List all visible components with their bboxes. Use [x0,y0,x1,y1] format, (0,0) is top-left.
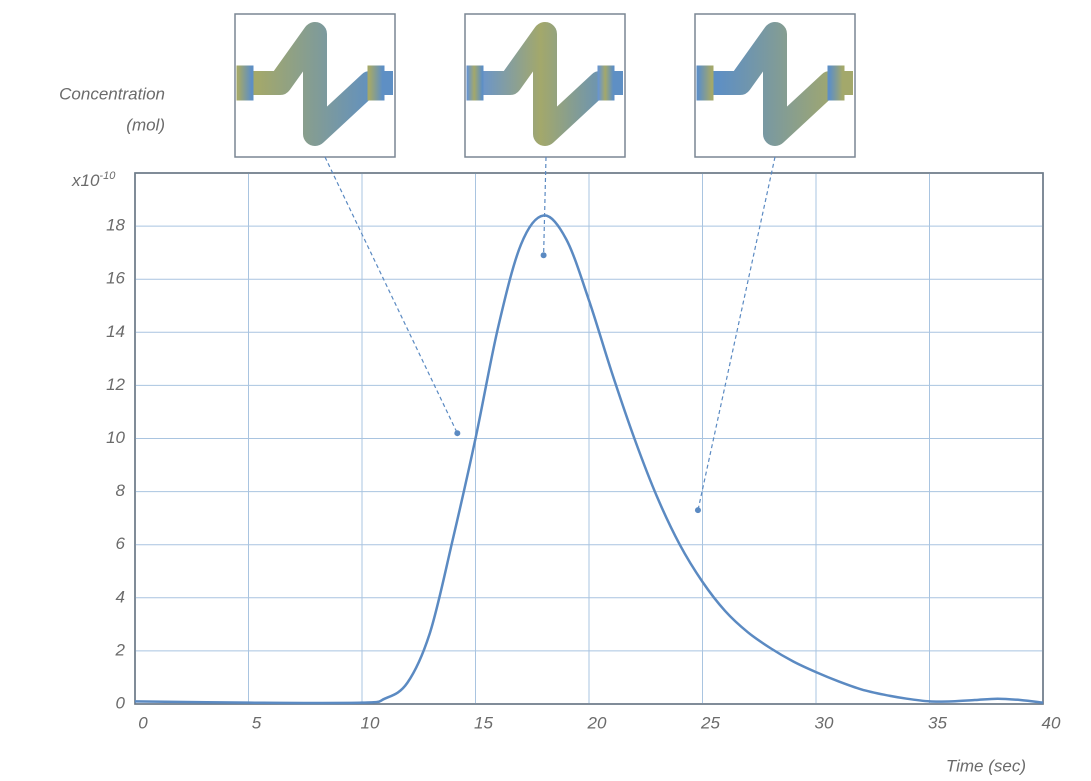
x-tick-label: 40 [1042,713,1061,732]
x-tick-label: 25 [700,713,720,732]
icon-box [465,13,625,158]
data-line [134,214,1044,705]
annotation-dot [454,430,461,437]
annotation-dot [694,507,701,514]
y-tick-label: 4 [116,587,125,606]
x-tick-label: 5 [252,713,262,732]
x-tick-label: 20 [587,713,607,732]
y-multiplier: x10-10 [71,170,116,191]
y-tick-label: 8 [116,481,126,500]
y-tick-label: 18 [106,216,125,235]
y-tick-label: 14 [106,322,125,341]
annotation-leader [543,156,547,256]
annotation-dot [540,252,547,259]
y-tick-label: 0 [116,693,126,712]
y-tick-label: 6 [116,534,126,553]
y-multiplier-exponent: -10 [99,170,116,182]
y-tick-label: 12 [106,375,125,394]
x-tick-label: 35 [928,713,947,732]
y-tick-label: 2 [115,640,126,659]
y-multiplier-base: x10 [71,171,100,190]
plot-border [134,172,1044,705]
annotation-leader [324,156,458,434]
icon-box [235,13,395,158]
x-tick-label: 0 [138,713,148,732]
y-axis-label: (mol) [126,115,165,134]
x-tick-label: 30 [815,713,834,732]
x-tick-label: 15 [474,713,493,732]
y-tick-label: 16 [106,269,125,288]
icon-box [695,13,855,158]
y-axis-label: Concentration [59,84,165,103]
annotation-leader [697,156,776,511]
x-axis-label: Time (sec) [946,756,1026,775]
y-tick-label: 10 [106,428,125,447]
x-tick-label: 10 [361,713,380,732]
